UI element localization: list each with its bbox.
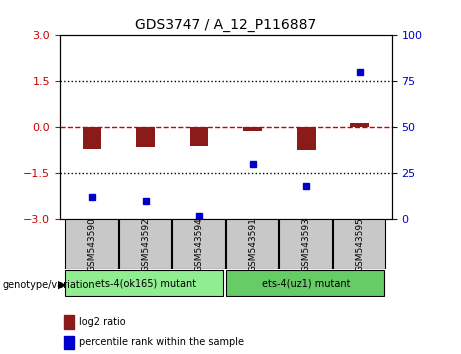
Text: percentile rank within the sample: percentile rank within the sample [79, 337, 244, 348]
Text: GSM543591: GSM543591 [248, 217, 257, 272]
Text: ets-4(ok165) mutant: ets-4(ok165) mutant [95, 278, 196, 288]
Bar [64, 336, 74, 349]
FancyBboxPatch shape [226, 270, 384, 296]
Bar [64, 315, 74, 329]
FancyBboxPatch shape [119, 219, 171, 269]
Bar [350, 123, 369, 127]
Text: GSM543594: GSM543594 [195, 217, 204, 272]
Bar [297, 127, 316, 150]
Text: GSM543593: GSM543593 [301, 217, 311, 272]
Bar [190, 127, 208, 146]
Title: GDS3747 / A_12_P116887: GDS3747 / A_12_P116887 [135, 18, 317, 32]
Text: ▶: ▶ [58, 280, 66, 290]
Bar [243, 127, 262, 131]
FancyBboxPatch shape [65, 219, 118, 269]
Text: ets-4(uz1) mutant: ets-4(uz1) mutant [262, 278, 350, 288]
Bar [136, 127, 155, 147]
FancyBboxPatch shape [172, 219, 225, 269]
Text: GSM543590: GSM543590 [88, 217, 96, 272]
Text: log2 ratio: log2 ratio [79, 317, 125, 327]
Text: genotype/variation: genotype/variation [2, 280, 95, 290]
Text: GSM543595: GSM543595 [355, 217, 364, 272]
FancyBboxPatch shape [333, 219, 385, 269]
Text: GSM543592: GSM543592 [141, 217, 150, 272]
FancyBboxPatch shape [226, 219, 278, 269]
FancyBboxPatch shape [65, 270, 223, 296]
FancyBboxPatch shape [279, 219, 332, 269]
Bar [83, 127, 101, 149]
